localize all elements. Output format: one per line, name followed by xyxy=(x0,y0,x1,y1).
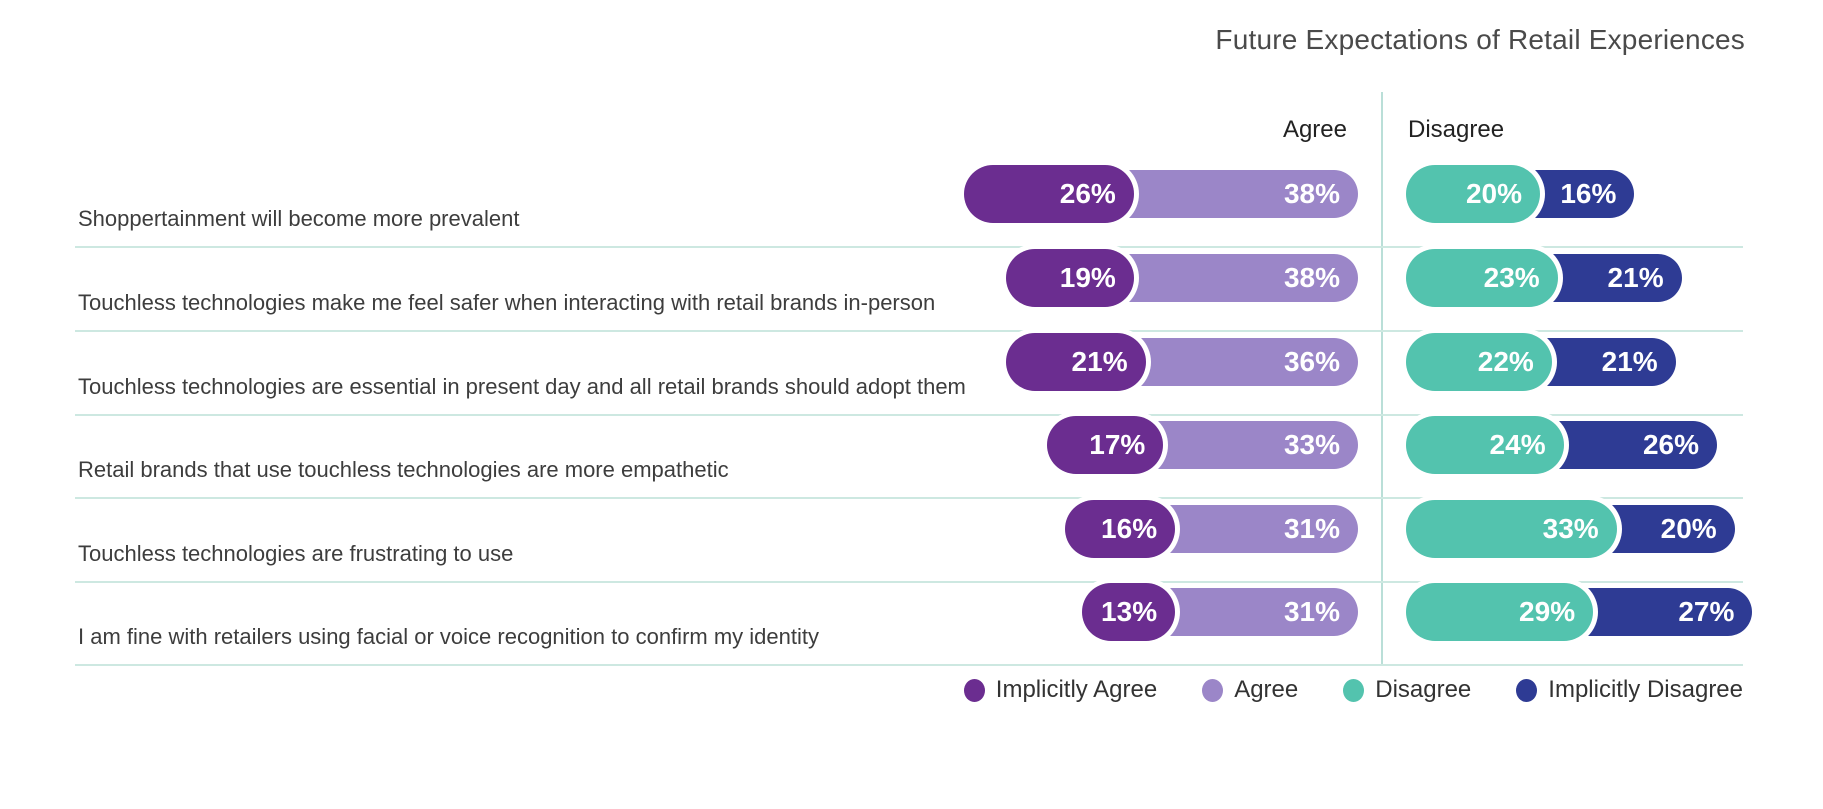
column-divider-line xyxy=(1381,92,1383,664)
bar-value-agree: 38% xyxy=(1283,178,1340,209)
agree-bar-group: 36% 21% xyxy=(1005,333,1358,391)
row-separator-line xyxy=(75,664,1743,666)
bar-segment-implicitly-agree: 13% xyxy=(1082,583,1176,641)
bar-value-agree: 38% xyxy=(1283,262,1340,293)
bar-value-agree: 31% xyxy=(1283,513,1340,544)
row-separator-line xyxy=(75,330,1743,332)
legend-dot-icon xyxy=(963,678,985,702)
disagree-bar-group: 16% 20% xyxy=(1406,165,1635,223)
row-separator-line xyxy=(75,414,1743,416)
legend-item: Implicitly Agree xyxy=(963,676,1158,704)
row-label: Retail brands that use touchless technol… xyxy=(78,457,729,482)
legend-item: Disagree xyxy=(1343,676,1471,704)
legend-item: Implicitly Disagree xyxy=(1516,676,1743,704)
row-separator-line xyxy=(75,497,1743,499)
bar-segment-disagree: 29% xyxy=(1406,583,1594,641)
agree-bar-group: 33% 17% xyxy=(1047,416,1358,474)
bar-segment-disagree: 22% xyxy=(1406,333,1552,391)
bar-value-implicitly-disagree: 26% xyxy=(1642,429,1699,460)
disagree-bar-group: 21% 22% xyxy=(1406,333,1676,391)
legend: Implicitly Agree Agree Disagree Implicitly … xyxy=(963,676,1743,704)
bar-value-agree: 31% xyxy=(1283,596,1340,627)
row-separator-line xyxy=(75,246,1743,248)
bar-segment-disagree: 23% xyxy=(1406,249,1558,307)
legend-label: Implicitly Agree xyxy=(995,676,1158,703)
bar-value-implicitly-agree: 21% xyxy=(1071,346,1128,377)
row-label: Touchless technologies are frustrating t… xyxy=(78,541,514,566)
bar-segment-implicitly-agree: 26% xyxy=(964,165,1134,223)
disagree-bar-group: 26% 24% xyxy=(1406,416,1717,474)
bar-segment-implicitly-agree: 16% xyxy=(1064,500,1176,558)
legend-label: Disagree xyxy=(1375,676,1472,703)
bar-segment-implicitly-agree: 21% xyxy=(1005,333,1146,391)
agree-column-header: Agree xyxy=(1282,116,1347,143)
row-separator-line xyxy=(75,581,1743,583)
bar-value-implicitly-agree: 13% xyxy=(1101,596,1158,627)
bar-value-implicitly-agree: 19% xyxy=(1059,262,1116,293)
legend-dot-icon xyxy=(1516,678,1538,702)
bar-segment-disagree: 20% xyxy=(1406,165,1540,223)
agree-bar-group: 31% 16% xyxy=(1064,500,1358,558)
agree-bar-group: 38% 26% xyxy=(964,165,1358,223)
bar-segment-disagree: 33% xyxy=(1406,500,1617,558)
agree-bar-group: 38% 19% xyxy=(1005,249,1358,307)
legend-dot-icon xyxy=(1202,678,1224,702)
legend-label: Implicitly Disagree xyxy=(1548,676,1743,703)
bar-value-implicitly-agree: 26% xyxy=(1059,178,1116,209)
disagree-bar-group: 20% 33% xyxy=(1406,500,1735,558)
bar-value-implicitly-disagree: 16% xyxy=(1560,178,1617,209)
bar-value-implicitly-disagree: 27% xyxy=(1678,596,1735,627)
disagree-bar-group: 21% 23% xyxy=(1406,249,1682,307)
row-label: Touchless technologies are essential in … xyxy=(78,374,966,399)
legend-item: Agree xyxy=(1202,676,1298,704)
row-label: I am fine with retailers using facial or… xyxy=(78,624,819,649)
agree-bar-group: 31% 13% xyxy=(1082,583,1358,641)
row-label: Touchless technologies make me feel safe… xyxy=(78,290,936,315)
bar-segment-disagree: 24% xyxy=(1406,416,1564,474)
legend-dot-icon xyxy=(1343,678,1365,702)
bar-value-implicitly-agree: 17% xyxy=(1089,429,1146,460)
disagree-bar-group: 27% 29% xyxy=(1406,583,1753,641)
chart-title: Future Expectations of Retail Experience… xyxy=(1215,24,1745,55)
bar-value-implicitly-disagree: 20% xyxy=(1660,513,1717,544)
bar-value-implicitly-disagree: 21% xyxy=(1607,262,1664,293)
bar-segment-implicitly-agree: 17% xyxy=(1047,416,1164,474)
bar-value-implicitly-agree: 16% xyxy=(1101,513,1158,544)
bar-value-disagree: 22% xyxy=(1477,346,1534,377)
bar-value-agree: 36% xyxy=(1283,346,1340,377)
row-label: Shoppertainment will become more prevale… xyxy=(78,206,520,231)
bar-value-disagree: 33% xyxy=(1542,513,1599,544)
bar-value-disagree: 29% xyxy=(1519,596,1576,627)
bar-value-disagree: 24% xyxy=(1489,429,1546,460)
bar-value-disagree: 23% xyxy=(1483,262,1540,293)
bar-value-agree: 33% xyxy=(1283,429,1340,460)
legend-label: Agree xyxy=(1234,676,1299,703)
bar-value-implicitly-disagree: 21% xyxy=(1601,346,1658,377)
bar-segment-implicitly-agree: 19% xyxy=(1005,249,1134,307)
bar-value-disagree: 20% xyxy=(1465,178,1522,209)
disagree-column-header: Disagree xyxy=(1408,116,1505,143)
